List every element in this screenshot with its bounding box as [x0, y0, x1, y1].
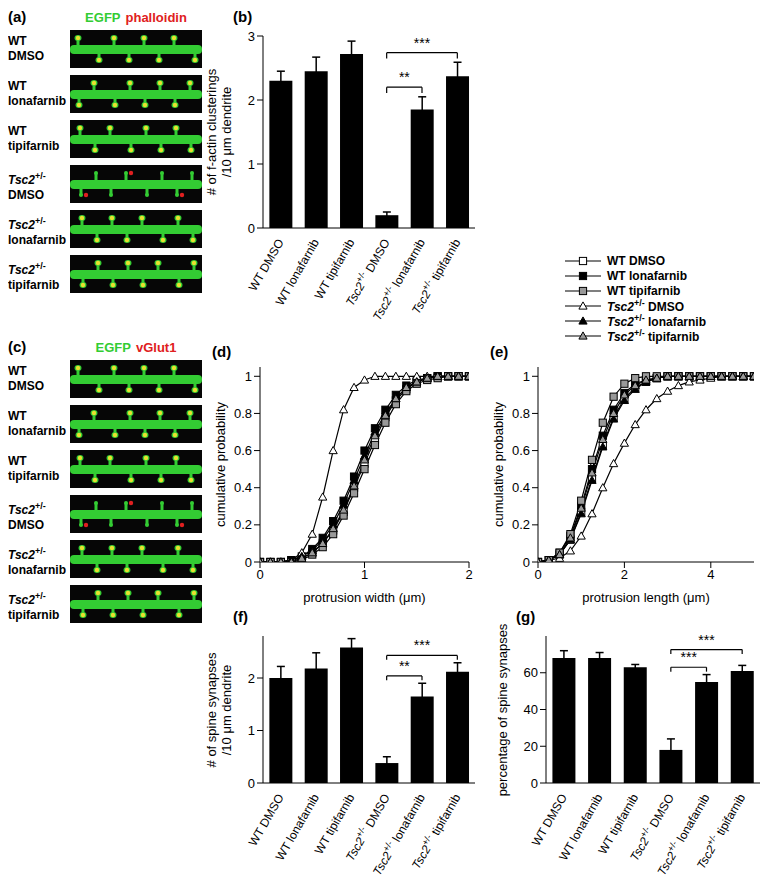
svg-text:0.8: 0.8 — [512, 406, 530, 421]
svg-text:0.6: 0.6 — [234, 443, 252, 458]
svg-text:0: 0 — [534, 567, 541, 582]
svg-text:WT DMSO: WT DMSO — [246, 237, 287, 294]
svg-text:0: 0 — [523, 555, 530, 570]
svg-text:0.6: 0.6 — [512, 443, 530, 458]
svg-text:**: ** — [399, 69, 410, 85]
svg-text:40: 40 — [524, 702, 538, 717]
svg-text:WT DMSO: WT DMSO — [246, 792, 287, 849]
svg-text:0: 0 — [248, 776, 255, 791]
svg-text:0.4: 0.4 — [512, 480, 530, 495]
svg-text:***: *** — [414, 35, 431, 51]
svg-text:4: 4 — [707, 567, 714, 582]
svg-text:20: 20 — [524, 739, 538, 754]
svg-text:0.8: 0.8 — [234, 406, 252, 421]
svg-text:protrusion length (μm): protrusion length (μm) — [582, 590, 709, 605]
svg-text:1: 1 — [361, 567, 368, 582]
svg-text:0: 0 — [256, 567, 263, 582]
svg-text:0.4: 0.4 — [234, 480, 252, 495]
svg-text:1: 1 — [245, 369, 252, 384]
svg-text:***: *** — [698, 632, 715, 648]
svg-text:Tsc2+/- tipifarnib: Tsc2+/- tipifarnib — [692, 790, 748, 871]
svg-text:0: 0 — [248, 221, 255, 236]
svg-text:Tsc2+/- tipifarnib: Tsc2+/- tipifarnib — [407, 235, 463, 316]
svg-text:***: *** — [414, 637, 431, 653]
svg-text:protrusion width (μm): protrusion width (μm) — [303, 590, 425, 605]
svg-text:2: 2 — [621, 567, 628, 582]
svg-text:2: 2 — [248, 93, 255, 108]
svg-text:1: 1 — [248, 723, 255, 738]
svg-text:Tsc2+/- tipifarnib: Tsc2+/- tipifarnib — [407, 790, 463, 871]
svg-text:60: 60 — [524, 665, 538, 680]
svg-text:0: 0 — [245, 555, 252, 570]
svg-text:**: ** — [399, 658, 410, 674]
svg-text:***: *** — [680, 649, 697, 665]
svg-text:1: 1 — [523, 369, 530, 384]
svg-text:WT DMSO: WT DMSO — [529, 792, 570, 849]
svg-text:3: 3 — [248, 29, 255, 44]
svg-text:0.2: 0.2 — [512, 517, 530, 532]
svg-text:0.2: 0.2 — [234, 517, 252, 532]
svg-text:2: 2 — [465, 567, 472, 582]
svg-text:0: 0 — [531, 776, 538, 791]
svg-text:2: 2 — [248, 671, 255, 686]
svg-text:1: 1 — [248, 157, 255, 172]
svg-text:cumulative probability: cumulative probability — [213, 402, 228, 528]
svg-text:cumulative probability: cumulative probability — [491, 402, 506, 528]
